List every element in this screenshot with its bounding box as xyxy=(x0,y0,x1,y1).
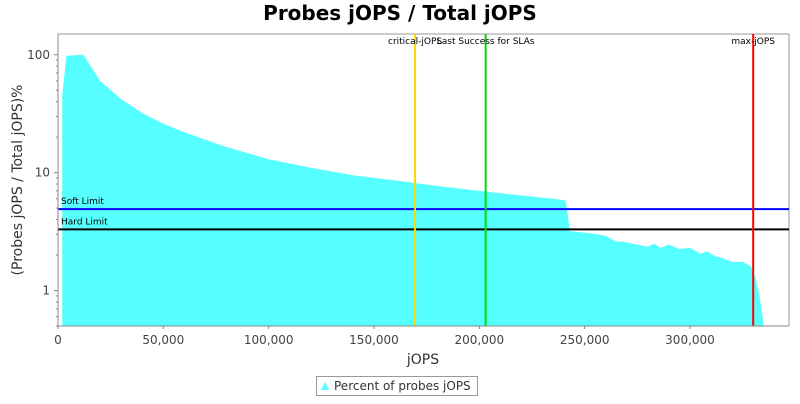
y-tick-label-1: 10 xyxy=(35,166,50,180)
x-tick-label-6: 300,000 xyxy=(665,333,715,347)
horizontal-lines: Soft Limit Hard Limit xyxy=(58,197,789,231)
legend: Percent of probes jOPS xyxy=(316,376,478,396)
series-layer xyxy=(62,54,764,327)
y-axis-label: (Probes jOPS / Total jOPS)% xyxy=(10,85,26,276)
x-tick-label-0: 0 xyxy=(54,333,62,347)
x-tick-label-4: 200,000 xyxy=(455,333,505,347)
x-tick-label-3: 150,000 xyxy=(349,333,399,347)
chart-title: Probes jOPS / Total jOPS xyxy=(263,1,537,25)
h-line-label-1: Hard Limit xyxy=(61,217,108,227)
x-tick-label-5: 250,000 xyxy=(560,333,610,347)
legend-swatch-icon xyxy=(321,382,329,390)
h-line-label-0: Soft Limit xyxy=(61,197,104,207)
v-line-label-1: Last Success for SLAs xyxy=(437,37,535,47)
v-line-label-2: max-jOPS xyxy=(731,37,775,47)
y-tick-label-2: 100 xyxy=(27,48,50,62)
series-area-0 xyxy=(62,54,764,327)
v-line-label-0: critical-jOPS xyxy=(388,37,442,47)
legend-label: Percent of probes jOPS xyxy=(334,379,471,393)
y-tick-label-0: 1 xyxy=(42,284,50,298)
axes: 0 50,000 100,000 150,000 200,000 250,000 300,0… xyxy=(27,34,789,347)
x-tick-label-1: 50,000 xyxy=(142,333,184,347)
x-tick-label-2: 100,000 xyxy=(244,333,294,347)
x-axis-label: jOPS xyxy=(406,352,439,368)
